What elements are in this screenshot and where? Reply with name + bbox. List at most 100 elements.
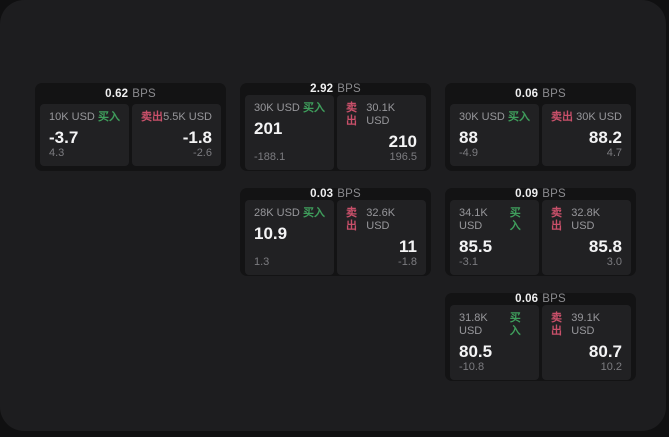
- quote-card: 0.09 BPS 34.1K USD 买入 85.5 -3.1 卖出 32.8K…: [445, 188, 636, 276]
- buy-side-label: 买入: [509, 312, 521, 337]
- sell-panel[interactable]: 卖出 30K USD 88.2 4.7: [542, 104, 631, 166]
- sell-side-label: 卖出: [346, 207, 357, 232]
- sell-amount-label: 32.6K USD: [366, 207, 396, 232]
- buy-side-label: 买入: [303, 102, 325, 114]
- bps-value: 0.06: [515, 293, 539, 305]
- sell-price-value: 85.8: [588, 237, 622, 256]
- buy-amount-label: 30K USD: [254, 102, 300, 114]
- quote-card: 0.62 BPS 10K USD 买入 -3.7 4.3 卖出 5.5K USD: [35, 83, 226, 171]
- bps-unit-label: BPS: [132, 87, 156, 100]
- card-header: 0.06 BPS: [445, 293, 636, 305]
- buy-price-value: 201: [254, 119, 283, 138]
- buy-side-label: 买入: [303, 207, 325, 219]
- buy-amount-label: 30K USD: [459, 111, 505, 123]
- bps-unit-label: BPS: [542, 87, 566, 100]
- buy-panel[interactable]: 31.8K USD 买入 80.5 -10.8: [450, 305, 539, 380]
- bps-unit-label: BPS: [542, 293, 566, 305]
- buy-amount-label: 34.1K USD: [459, 207, 488, 232]
- quote-card: 2.92 BPS 30K USD 买入 201 -188.1 卖出 30.1K …: [240, 83, 431, 171]
- buy-side-label: 买入: [509, 207, 521, 232]
- buy-pnl-value: -3.1: [459, 256, 478, 268]
- sell-panel[interactable]: 卖出 5.5K USD -1.8 -2.6: [132, 104, 221, 166]
- bps-value: 0.06: [515, 87, 539, 100]
- sell-price-value: 88.2: [588, 128, 622, 147]
- buy-side-label: 买入: [508, 111, 530, 123]
- sell-side-label: 卖出: [141, 111, 163, 123]
- buy-pnl-value: -4.9: [459, 147, 478, 159]
- card-header: 0.62 BPS: [35, 83, 226, 104]
- sell-pnl-value: 3.0: [606, 256, 622, 268]
- quote-panels: 31.8K USD 买入 80.5 -10.8 卖出 39.1K USD 80.…: [445, 305, 636, 385]
- bps-value: 0.62: [105, 87, 129, 100]
- buy-panel-top: 10K USD 买入: [49, 111, 120, 124]
- buy-panel-top: 34.1K USD 买入: [459, 207, 530, 233]
- buy-pnl-value: 1.3: [254, 256, 270, 268]
- quote-panels: 30K USD 买入 201 -188.1 卖出 30.1K USD 210 1…: [240, 95, 431, 175]
- sell-panel-top: 卖出 32.8K USD: [551, 207, 622, 233]
- buy-amount-label: 31.8K USD: [459, 312, 488, 337]
- buy-side-label: 买入: [98, 111, 120, 123]
- bps-unit-label: BPS: [337, 188, 361, 200]
- card-header: 0.03 BPS: [240, 188, 431, 200]
- sell-amount-label: 39.1K USD: [571, 312, 601, 337]
- bps-value: 0.09: [515, 188, 539, 200]
- bps-unit-label: BPS: [337, 83, 361, 95]
- buy-panel[interactable]: 10K USD 买入 -3.7 4.3: [40, 104, 129, 166]
- sell-panel-top: 卖出 32.6K USD: [346, 207, 417, 233]
- quote-card: 0.06 BPS 30K USD 买入 88 -4.9 卖出 30K USD: [445, 83, 636, 171]
- sell-panel-top: 卖出 30K USD: [551, 111, 622, 124]
- buy-price-value: 88: [459, 128, 478, 147]
- card-header: 0.09 BPS: [445, 188, 636, 200]
- buy-pnl-value: 4.3: [49, 147, 65, 159]
- sell-amount-label: 5.5K USD: [163, 111, 212, 123]
- buy-panel-top: 31.8K USD 买入: [459, 312, 530, 338]
- sell-pnl-value: -1.8: [398, 256, 417, 268]
- buy-panel-top: 30K USD 买入: [459, 111, 530, 124]
- card-header: 0.06 BPS: [445, 83, 636, 104]
- sell-panel[interactable]: 卖出 39.1K USD 80.7 10.2: [542, 305, 631, 380]
- quote-panels: 10K USD 买入 -3.7 4.3 卖出 5.5K USD -1.8 -2.…: [35, 104, 226, 171]
- buy-amount-label: 28K USD: [254, 207, 300, 219]
- sell-side-label: 卖出: [551, 207, 562, 232]
- sell-panel[interactable]: 卖出 32.8K USD 85.8 3.0: [542, 200, 631, 275]
- sell-pnl-value: 4.7: [606, 147, 622, 159]
- buy-panel-top: 28K USD 买入: [254, 207, 325, 220]
- sell-panel-top: 卖出 39.1K USD: [551, 312, 622, 338]
- sell-amount-label: 32.8K USD: [571, 207, 601, 232]
- sell-panel-top: 卖出 30.1K USD: [346, 102, 417, 128]
- sell-price-value: 80.7: [588, 342, 622, 361]
- buy-price-value: -3.7: [49, 128, 79, 147]
- sell-panel-top: 卖出 5.5K USD: [141, 111, 212, 124]
- sell-pnl-value: -2.6: [193, 147, 212, 159]
- sell-side-label: 卖出: [551, 312, 562, 337]
- sell-side-label: 卖出: [346, 102, 357, 127]
- sell-panel[interactable]: 卖出 30.1K USD 210 196.5: [337, 95, 426, 170]
- buy-panel[interactable]: 34.1K USD 买入 85.5 -3.1: [450, 200, 539, 275]
- sell-pnl-value: 10.2: [600, 361, 622, 373]
- buy-panel[interactable]: 30K USD 买入 88 -4.9: [450, 104, 539, 166]
- sell-price-value: 11: [399, 237, 417, 256]
- buy-panel-top: 30K USD 买入: [254, 102, 325, 115]
- buy-panel[interactable]: 30K USD 买入 201 -188.1: [245, 95, 334, 170]
- quote-panels: 30K USD 买入 88 -4.9 卖出 30K USD 88.2 4.7: [445, 104, 636, 171]
- sell-side-label: 卖出: [551, 111, 573, 123]
- buy-pnl-value: -10.8: [459, 361, 485, 373]
- sell-pnl-value: 196.5: [389, 151, 417, 163]
- quote-card-grid: 0.62 BPS 10K USD 买入 -3.7 4.3 卖出 5.5K USD: [35, 83, 636, 381]
- sell-panel[interactable]: 卖出 32.6K USD 11 -1.8: [337, 200, 426, 275]
- buy-panel[interactable]: 28K USD 买入 10.9 1.3: [245, 200, 334, 275]
- card-header: 2.92 BPS: [240, 83, 431, 95]
- quote-card: 0.03 BPS 28K USD 买入 10.9 1.3 卖出 32.6K US…: [240, 188, 431, 276]
- buy-price-value: 80.5: [459, 342, 493, 361]
- sell-amount-label: 30.1K USD: [366, 102, 396, 127]
- bps-value: 2.92: [310, 83, 334, 95]
- sell-amount-label: 30K USD: [576, 111, 622, 123]
- buy-price-value: 85.5: [459, 237, 493, 256]
- quote-card: 0.06 BPS 31.8K USD 买入 80.5 -10.8 卖出 39.1…: [445, 293, 636, 381]
- bps-value: 0.03: [310, 188, 334, 200]
- bps-unit-label: BPS: [542, 188, 566, 200]
- buy-pnl-value: -188.1: [254, 151, 286, 163]
- buy-price-value: 10.9: [254, 224, 288, 243]
- quote-panels: 34.1K USD 买入 85.5 -3.1 卖出 32.8K USD 85.8…: [445, 200, 636, 280]
